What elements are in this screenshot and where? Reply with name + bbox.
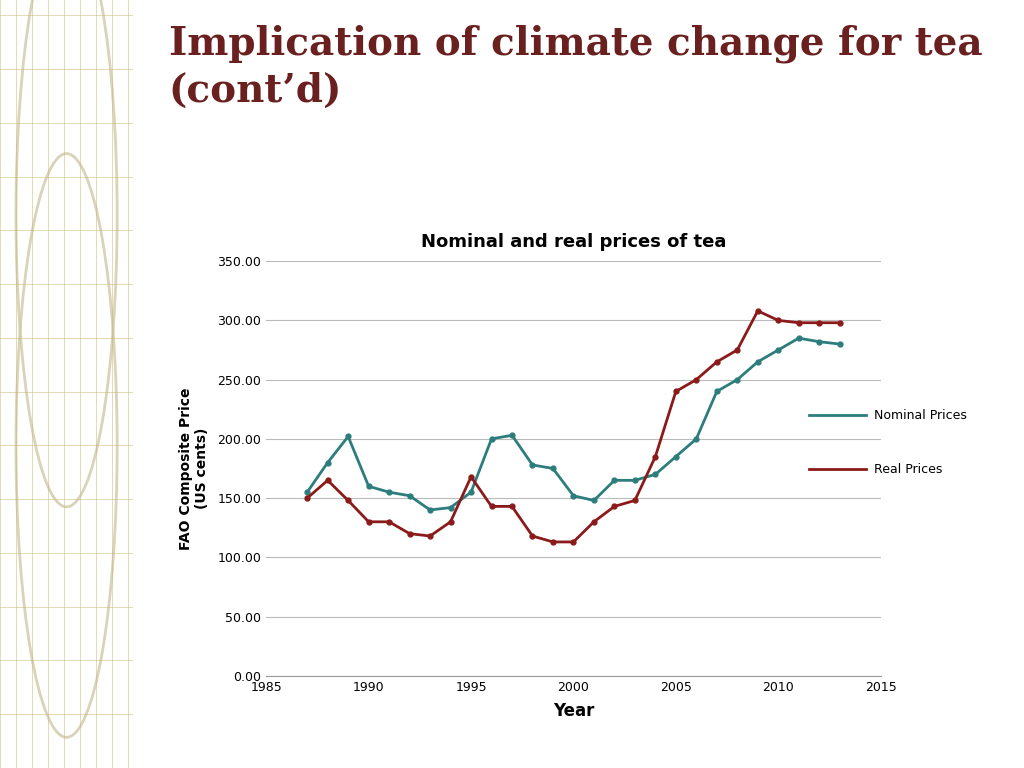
Nominal Prices (752, 357, 764, 366)
Real Prices (342, 496, 354, 505)
Nominal Prices (670, 452, 682, 462)
Real Prices (711, 357, 723, 366)
Nominal Prices (526, 460, 539, 469)
Real Prices (567, 538, 580, 547)
Real Prices (362, 517, 375, 526)
Nominal Prices (342, 432, 354, 441)
Real Prices (403, 529, 416, 538)
Text: Nominal Prices: Nominal Prices (874, 409, 968, 422)
Nominal Prices (403, 491, 416, 500)
Real Prices (752, 306, 764, 316)
Real Prices (485, 502, 498, 511)
Nominal Prices (424, 505, 436, 515)
Nominal Prices (629, 475, 641, 485)
Real Prices (834, 318, 846, 327)
Nominal Prices (711, 387, 723, 396)
Real Prices (608, 502, 621, 511)
Real Prices (465, 472, 477, 482)
Nominal Prices (731, 375, 743, 384)
Real Prices (588, 517, 600, 526)
Real Prices (690, 375, 702, 384)
Text: Implication of climate change for tea
(cont’d): Implication of climate change for tea (c… (169, 25, 982, 110)
Real Prices (731, 346, 743, 355)
Real Prices (424, 531, 436, 541)
Real Prices (526, 531, 539, 541)
Nominal Prices (383, 488, 395, 497)
Line: Real Prices: Real Prices (305, 309, 842, 545)
Real Prices (301, 494, 313, 503)
Nominal Prices (813, 337, 825, 346)
X-axis label: Year: Year (553, 702, 594, 720)
Nominal Prices (322, 458, 334, 467)
Nominal Prices (608, 475, 621, 485)
Nominal Prices (506, 431, 518, 440)
Real Prices (629, 496, 641, 505)
Real Prices (322, 475, 334, 485)
Real Prices (547, 538, 559, 547)
Nominal Prices (567, 491, 580, 500)
Nominal Prices (362, 482, 375, 491)
Nominal Prices (485, 434, 498, 443)
Real Prices (506, 502, 518, 511)
Nominal Prices (547, 464, 559, 473)
Nominal Prices (772, 346, 784, 355)
Real Prices (813, 318, 825, 327)
Nominal Prices (834, 339, 846, 349)
Nominal Prices (649, 470, 662, 479)
Real Prices (444, 517, 457, 526)
Nominal Prices (301, 488, 313, 497)
Title: Nominal and real prices of tea: Nominal and real prices of tea (421, 233, 726, 251)
Y-axis label: FAO Composite Price
(US cents): FAO Composite Price (US cents) (179, 387, 209, 550)
Nominal Prices (444, 503, 457, 512)
Real Prices (649, 452, 662, 462)
Line: Nominal Prices: Nominal Prices (305, 336, 842, 512)
Real Prices (772, 316, 784, 325)
Real Prices (793, 318, 805, 327)
Real Prices (670, 387, 682, 396)
Text: Real Prices: Real Prices (874, 462, 943, 475)
Nominal Prices (793, 333, 805, 343)
Real Prices (383, 517, 395, 526)
Nominal Prices (465, 488, 477, 497)
Nominal Prices (588, 496, 600, 505)
Nominal Prices (690, 434, 702, 443)
